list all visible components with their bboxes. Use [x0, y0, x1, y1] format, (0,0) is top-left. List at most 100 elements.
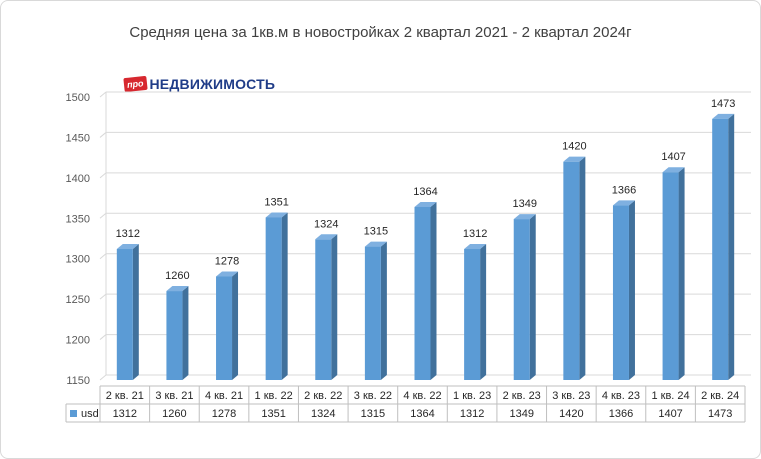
bar-top: [612, 200, 635, 206]
y-tick-label: 1400: [66, 173, 90, 185]
bar-side: [529, 214, 536, 380]
grid-diagonal: [99, 91, 107, 98]
table-value: 1473: [708, 408, 732, 420]
table-value: 1407: [658, 408, 682, 420]
bar-side: [232, 271, 239, 380]
x-tick-label: 2 кв. 24: [701, 390, 739, 402]
chart-title: Средняя цена за 1кв.м в новостройках 2 к…: [129, 24, 632, 41]
grid-diagonal: [99, 374, 107, 381]
bar-top: [662, 167, 685, 173]
data-label: 1364: [413, 186, 437, 198]
bar: [216, 276, 233, 380]
table-value: 1366: [609, 408, 633, 420]
bar-top: [464, 244, 487, 250]
table-value: 1315: [361, 408, 385, 420]
bar-top: [414, 201, 437, 207]
bar: [513, 219, 530, 380]
grid-diagonal: [99, 132, 107, 138]
bar-side: [480, 244, 487, 380]
bar: [166, 291, 183, 380]
data-label: 1366: [612, 184, 636, 196]
data-label: 1278: [215, 256, 239, 268]
data-label: 1407: [661, 151, 685, 163]
y-tick-label: 1250: [66, 294, 90, 306]
y-tick-label: 1350: [66, 213, 90, 225]
data-label: 1315: [364, 226, 388, 238]
table-value: 1324: [311, 408, 335, 420]
y-tick-label: 1500: [66, 92, 90, 104]
x-tick-label: 1 кв. 23: [453, 390, 491, 402]
data-label: 1312: [116, 228, 140, 240]
bar: [464, 249, 481, 380]
bar: [712, 118, 729, 381]
bar-top: [563, 156, 586, 162]
x-tick-label: 1 кв. 24: [651, 390, 689, 402]
bar: [563, 161, 580, 380]
y-tick-label: 1300: [66, 254, 90, 266]
table-value: 1278: [212, 408, 236, 420]
legend-label: usd: [81, 408, 99, 420]
bar-side: [331, 234, 338, 380]
bar-top: [216, 271, 239, 277]
y-tick-label: 1150: [66, 375, 90, 387]
x-tick-label: 1 кв. 22: [255, 390, 293, 402]
x-tick-label: 2 кв. 21: [106, 390, 144, 402]
x-tick-label: 3 кв. 23: [552, 390, 590, 402]
table-value: 1351: [261, 408, 285, 420]
bar-top: [166, 286, 189, 292]
data-label: 1420: [562, 141, 586, 153]
grid-diagonal: [99, 212, 107, 219]
x-tick-label: 4 кв. 21: [205, 390, 243, 402]
x-tick-label: 3 кв. 22: [354, 390, 392, 402]
bar: [414, 206, 431, 380]
table-value: 1312: [460, 408, 484, 420]
legend-key: [70, 410, 77, 417]
bar-top: [513, 214, 536, 220]
bar: [364, 246, 381, 380]
table-value: 1312: [113, 408, 137, 420]
bar-side: [281, 212, 288, 380]
grid-diagonal: [99, 253, 107, 260]
bar-top: [116, 244, 139, 250]
bar-side: [132, 244, 139, 380]
bar-top: [364, 241, 387, 247]
bar: [612, 205, 629, 380]
x-tick-label: 3 кв. 21: [155, 390, 193, 402]
data-label: 1260: [165, 270, 189, 282]
grid-diagonal: [99, 293, 107, 300]
bar: [315, 239, 332, 380]
data-label: 1324: [314, 218, 338, 230]
y-tick-label: 1450: [66, 132, 90, 144]
x-tick-label: 2 кв. 23: [503, 390, 541, 402]
bar-side: [182, 286, 189, 380]
grid-diagonal: [99, 334, 107, 340]
bar-side: [380, 241, 387, 380]
bar: [265, 217, 282, 380]
bar-top: [315, 234, 338, 240]
data-label: 1349: [512, 198, 536, 210]
bar-side: [678, 167, 685, 380]
data-label: 1312: [463, 228, 487, 240]
table-value: 1420: [559, 408, 583, 420]
grid-diagonal: [99, 172, 107, 179]
y-tick-label: 1200: [66, 335, 90, 347]
data-label: 1351: [264, 196, 288, 208]
bar: [662, 172, 679, 380]
table-value: 1260: [162, 408, 186, 420]
table-value: 1364: [410, 408, 434, 420]
bar-side: [579, 156, 586, 380]
x-tick-label: 4 кв. 23: [602, 390, 640, 402]
bar-side: [430, 201, 437, 380]
table-value: 1349: [509, 408, 533, 420]
bar-top: [265, 212, 288, 218]
logo-text: НЕДВИЖИМОСТЬ: [149, 76, 276, 92]
x-tick-label: 4 кв. 22: [403, 390, 441, 402]
bar: [116, 249, 133, 380]
data-label: 1473: [711, 98, 735, 110]
bar-side: [728, 113, 735, 381]
bar-side: [628, 200, 635, 380]
bar-top: [712, 113, 735, 119]
brand-logo: про НЕДВИЖИМОСТЬ: [123, 74, 276, 94]
x-tick-label: 2 кв. 22: [304, 390, 342, 402]
